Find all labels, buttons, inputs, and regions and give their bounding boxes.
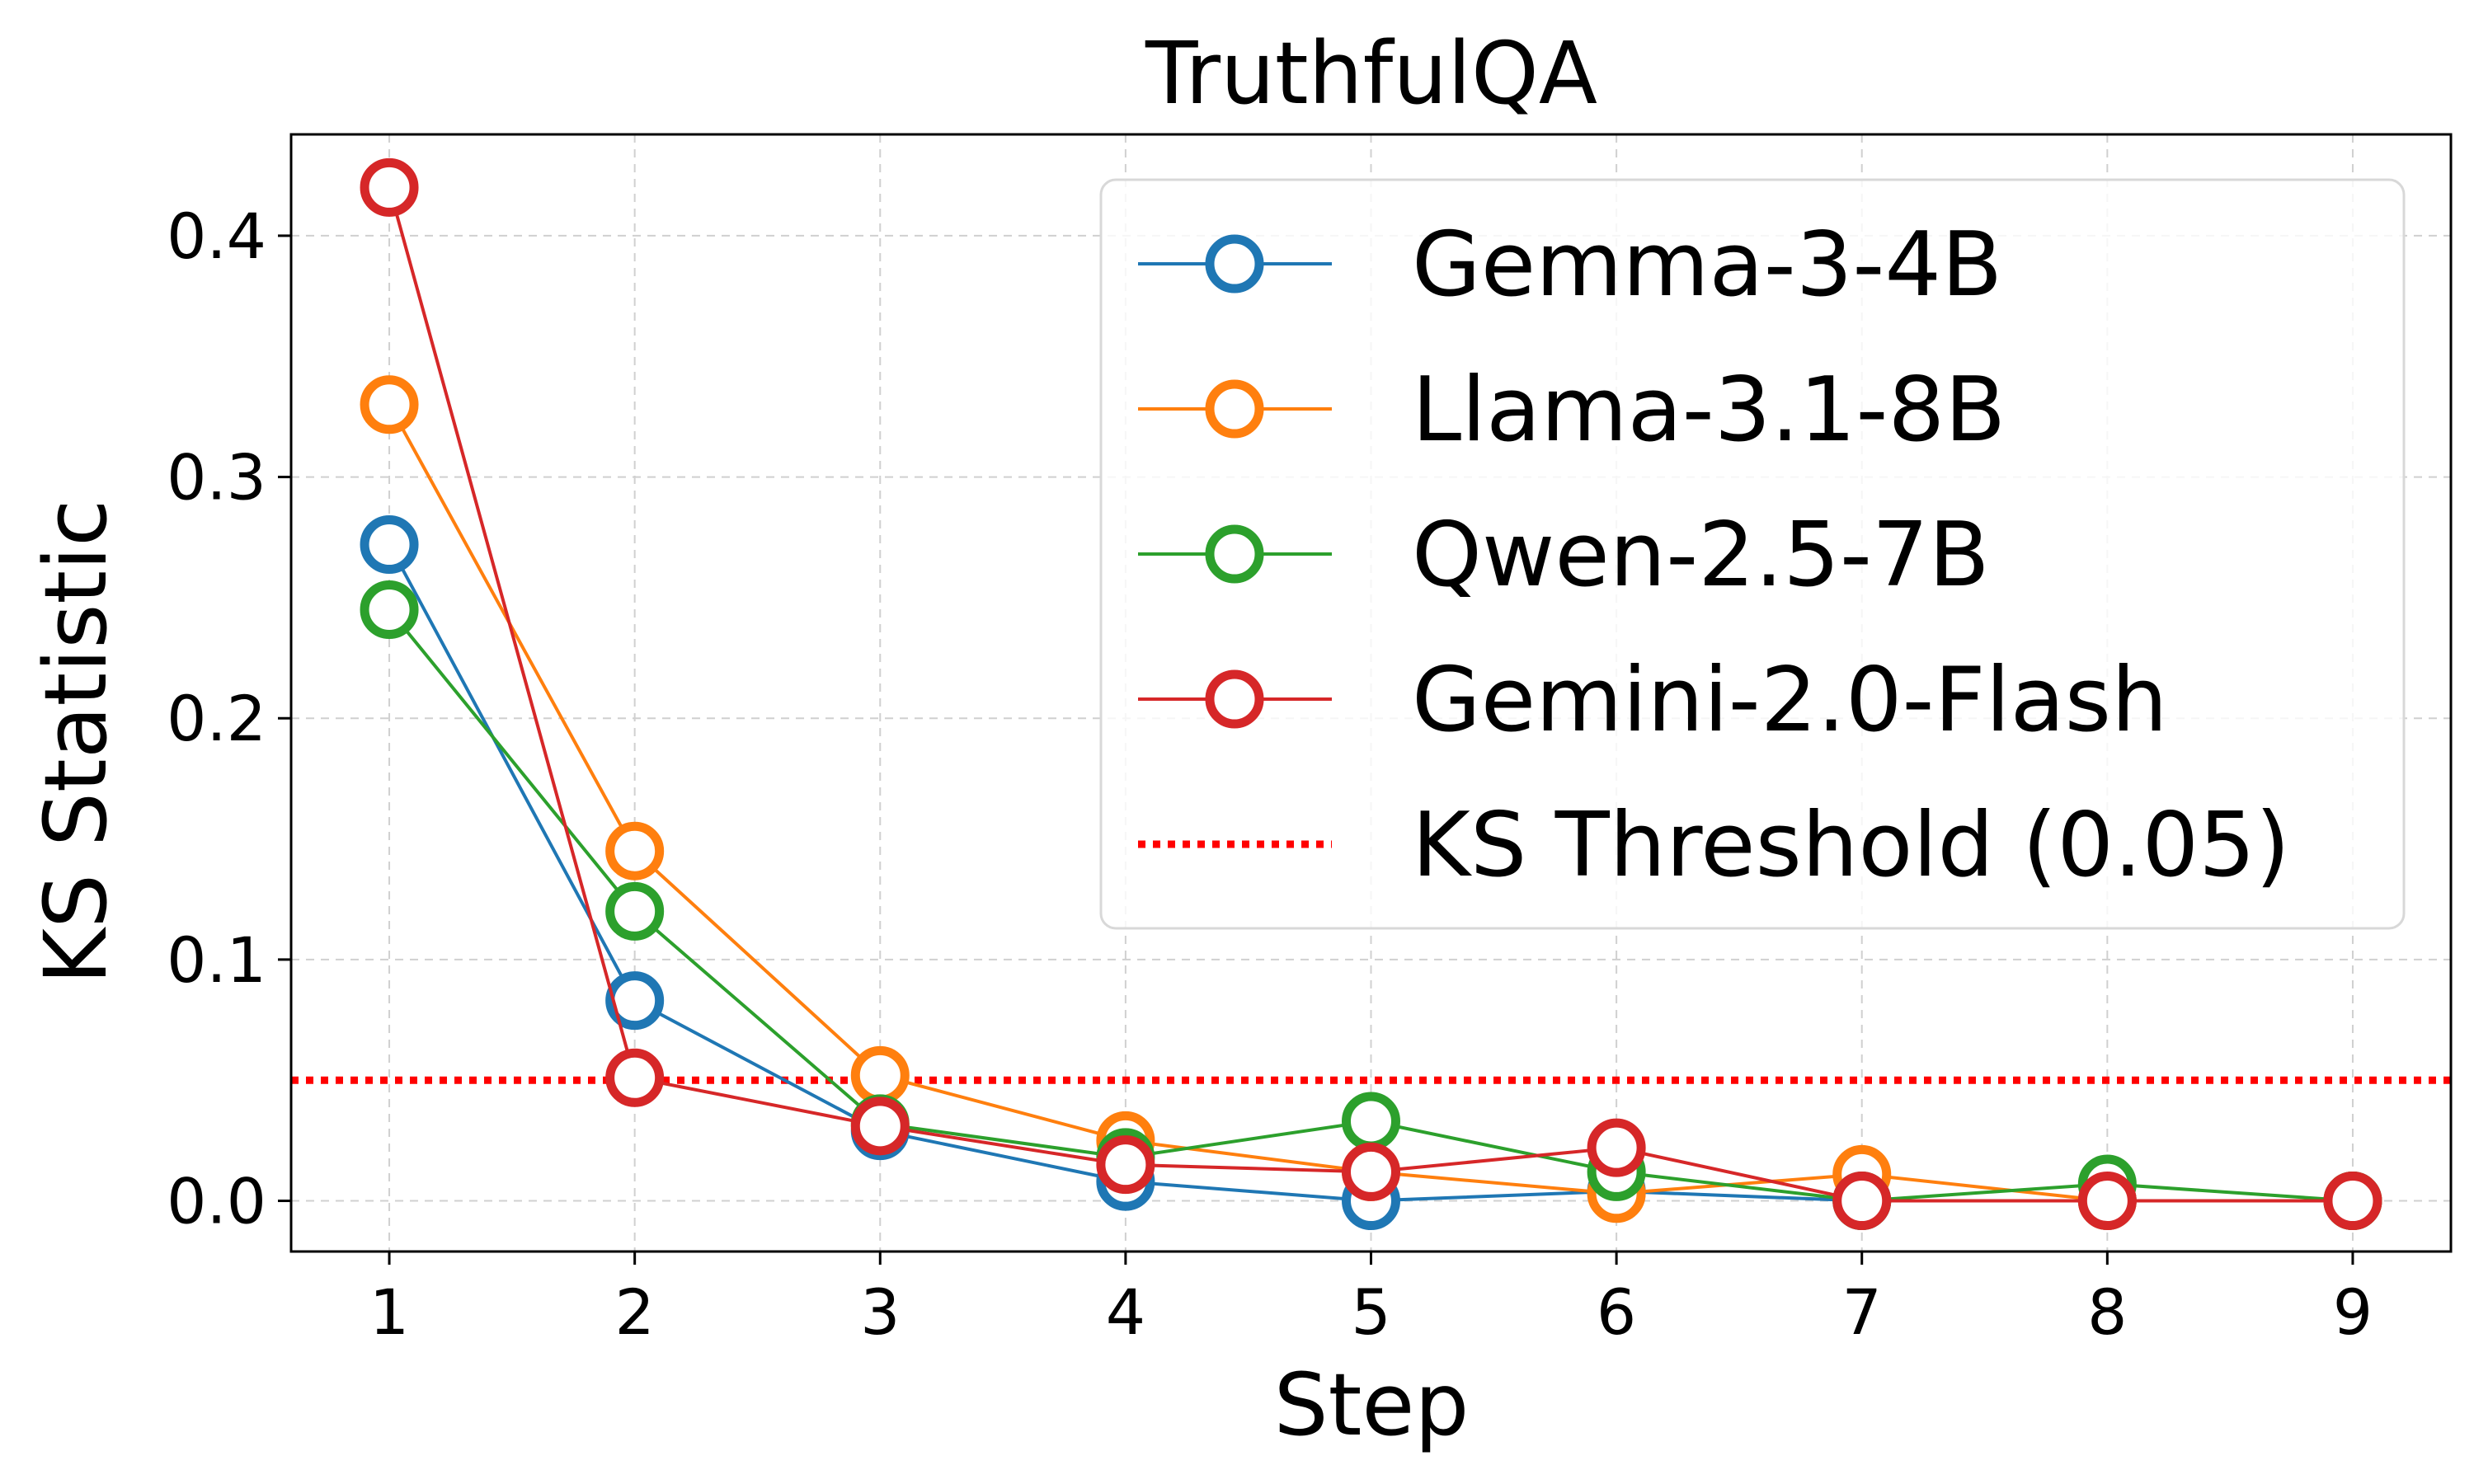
data-point <box>605 881 665 941</box>
legend-entry-threshold: KS Threshold (0.05) <box>1138 794 2290 897</box>
legend: Gemma-3-4B Llama-3.1-8B Qwen-2.5-7B Gemini-… <box>1099 178 2406 930</box>
data-point <box>850 1045 910 1105</box>
legend-entry: Llama-3.1-8B <box>1138 359 2006 462</box>
series-3 <box>360 157 2382 1231</box>
legend-label: Gemini-2.0-Flash <box>1412 649 2168 752</box>
legend-marker <box>1205 379 1264 439</box>
y-tick-label: 0.4 <box>167 200 266 273</box>
data-point <box>1587 1118 1646 1177</box>
legend-label: KS Threshold (0.05) <box>1412 794 2290 897</box>
y-tick-label: 0.0 <box>167 1165 266 1238</box>
x-tick-label: 7 <box>1842 1275 1882 1349</box>
x-axis-title: Step <box>1274 1355 1470 1455</box>
legend-entry: Qwen-2.5-7B <box>1138 504 1990 607</box>
y-tick-label: 0.1 <box>167 923 266 997</box>
data-point <box>1342 1142 1400 1201</box>
data-point <box>850 1097 910 1156</box>
x-tick-label: 9 <box>2333 1275 2373 1349</box>
data-point <box>605 971 665 1031</box>
legend-entry: Gemma-3-4B <box>1138 214 2002 317</box>
legend-marker <box>1205 234 1264 294</box>
x-tick-label: 3 <box>860 1275 900 1349</box>
axis-ticks: 1 2 3 4 5 6 7 8 9 0.0 0.1 0.2 0.3 0.4 <box>167 200 2373 1349</box>
x-tick-label: 2 <box>614 1275 654 1349</box>
series-layer <box>360 157 2382 1231</box>
x-tick-label: 6 <box>1597 1275 1636 1349</box>
data-point <box>605 1048 665 1107</box>
legend-label: Qwen-2.5-7B <box>1412 504 1990 607</box>
x-tick-label: 5 <box>1351 1275 1390 1349</box>
x-tick-label: 4 <box>1106 1275 1145 1349</box>
data-point <box>1096 1135 1155 1195</box>
legend-box <box>1099 178 2406 930</box>
legend-marker <box>1205 669 1264 729</box>
legend-marker <box>1205 524 1264 584</box>
data-point <box>2323 1172 2382 1231</box>
y-tick-label: 0.2 <box>167 682 266 755</box>
data-point <box>360 580 419 640</box>
x-tick-label: 8 <box>2087 1275 2127 1349</box>
data-point <box>2077 1172 2137 1231</box>
legend-label: Llama-3.1-8B <box>1412 359 2006 462</box>
x-tick-label: 1 <box>369 1275 409 1349</box>
data-point <box>360 157 419 217</box>
y-tick-label: 0.3 <box>167 441 266 514</box>
legend-entry: Gemini-2.0-Flash <box>1138 649 2168 752</box>
chart-title: TruthfulQA <box>1145 23 1597 124</box>
y-axis-title: KS Statistic <box>26 500 126 985</box>
legend-label: Gemma-3-4B <box>1412 214 2002 317</box>
data-point <box>360 515 419 575</box>
data-point <box>605 821 665 881</box>
data-point <box>1832 1172 1892 1231</box>
data-point <box>1342 1092 1400 1151</box>
data-point <box>360 375 419 434</box>
